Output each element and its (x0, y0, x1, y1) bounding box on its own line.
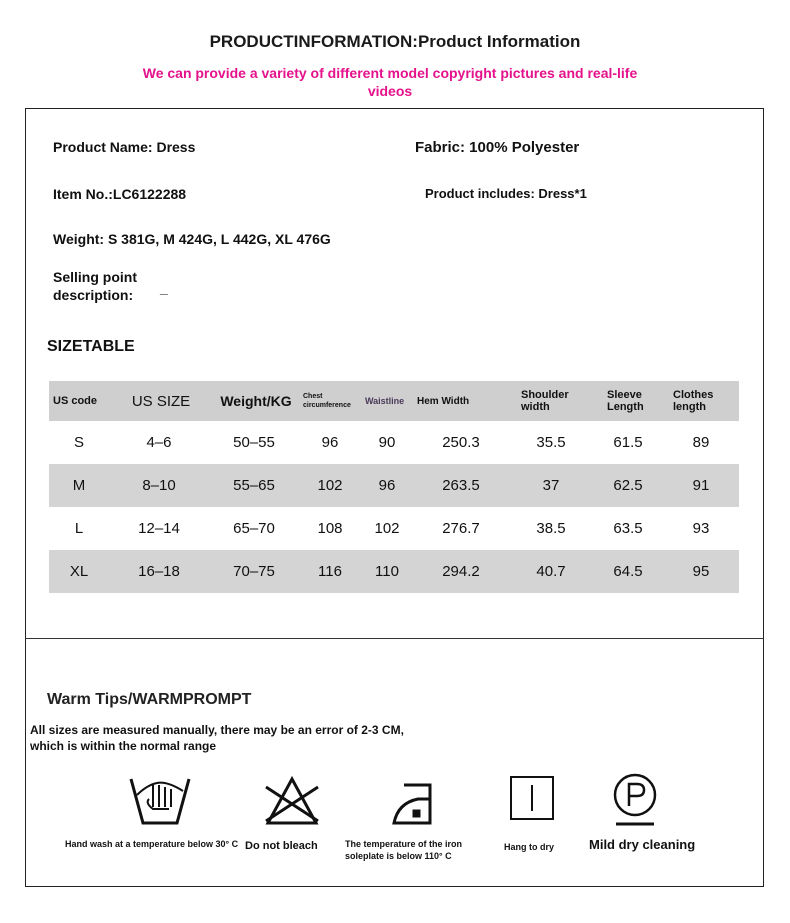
cell: 294.2 (413, 550, 509, 593)
cell: 4–6 (146, 434, 172, 451)
col-header: Clothes length (663, 381, 739, 421)
size-table-title: SIZETABLE (47, 338, 135, 355)
cell: 96 (361, 464, 413, 507)
cell: 65–70 (233, 520, 275, 537)
cell: 91 (663, 464, 739, 507)
fabric: Fabric: 100% Polyester (415, 139, 580, 156)
cell: 62.5 (593, 464, 663, 507)
tips-title: Warm Tips/WARMPROMPT (47, 691, 252, 708)
table-row: S 4–6 50–55 96 90 250.3 35.5 61.5 89 (49, 421, 739, 464)
cell: 250.3 (442, 434, 480, 451)
cell: 12–14 (138, 520, 180, 537)
cell: 263.5 (413, 464, 509, 507)
divider (25, 638, 764, 639)
cell: 40.7 (509, 550, 593, 593)
no-bleach-icon (242, 775, 342, 827)
care-label: The temperature of the iron soleplate is… (345, 839, 463, 861)
selling-point-label: Selling point description: (53, 269, 137, 303)
cell: 95 (663, 550, 739, 593)
subtitle: We can provide a variety of different mo… (142, 65, 638, 99)
cell: 61.5 (613, 434, 643, 451)
product-includes: Product includes: Dress*1 (425, 186, 587, 201)
cell: 110 (361, 550, 413, 593)
col-header: Shoulder width (509, 381, 593, 421)
table-row: L 12–14 65–70 108 102 276.7 38.5 63.5 93 (49, 507, 739, 550)
cell: 89 (692, 434, 710, 451)
product-name: Product Name: Dress (53, 139, 196, 155)
col-header: Sleeve Length (593, 381, 663, 421)
cell: S (73, 434, 84, 451)
cell: 37 (509, 464, 593, 507)
cell: 64.5 (593, 550, 663, 593)
col-header: Weight/KG (209, 381, 299, 421)
cell: 16–18 (109, 550, 209, 593)
iron-icon (370, 775, 470, 827)
cell: 50–55 (233, 434, 275, 451)
col-header: Waistline (361, 381, 413, 421)
hand-wash-icon (110, 775, 210, 827)
cell: 90 (378, 434, 396, 451)
cell: 108 (317, 520, 343, 537)
cell: 96 (321, 434, 339, 451)
cell: 93 (692, 520, 710, 537)
cell: L (74, 520, 84, 537)
cell: 63.5 (613, 520, 643, 537)
col-header: US SIZE (109, 381, 209, 421)
care-label: Hand wash at a temperature below 30° C (65, 839, 239, 849)
cell: 38.5 (536, 520, 566, 537)
cell: 8–10 (109, 464, 209, 507)
col-header: Chest circumference (299, 381, 361, 421)
cell: 276.7 (442, 520, 480, 537)
cell: 102 (374, 520, 400, 537)
cell: 70–75 (209, 550, 299, 593)
hang-dry-icon (482, 775, 582, 821)
care-label: Do not bleach (245, 840, 318, 852)
care-label: Mild dry cleaning (589, 837, 696, 852)
table-row: XL 16–18 70–75 116 110 294.2 40.7 64.5 95 (49, 550, 739, 593)
tips-note: All sizes are measured manually, there m… (30, 723, 404, 753)
weight: Weight: S 381G, M 424G, L 442G, XL 476G (53, 231, 331, 247)
cell: 102 (299, 464, 361, 507)
cell: 55–65 (209, 464, 299, 507)
page-title: PRODUCTINFORMATION:Product Information (209, 32, 581, 51)
cell: M (49, 464, 109, 507)
item-no: Item No.:LC6122288 (53, 186, 187, 202)
care-label: Hang to dry (504, 842, 555, 852)
cell: 35.5 (536, 434, 566, 451)
size-table: US code US SIZE Weight/KG Chest circumfe… (49, 381, 739, 593)
col-header: US code (49, 381, 109, 421)
table-header: US code US SIZE Weight/KG Chest circumfe… (49, 381, 739, 421)
selling-point-value: _ (160, 280, 168, 296)
dry-clean-icon (585, 772, 685, 828)
table-row: M 8–10 55–65 102 96 263.5 37 62.5 91 (49, 464, 739, 507)
cell: 116 (299, 550, 361, 593)
cell: XL (49, 550, 109, 593)
col-header: Hem Width (413, 381, 509, 421)
info-box (25, 108, 764, 887)
